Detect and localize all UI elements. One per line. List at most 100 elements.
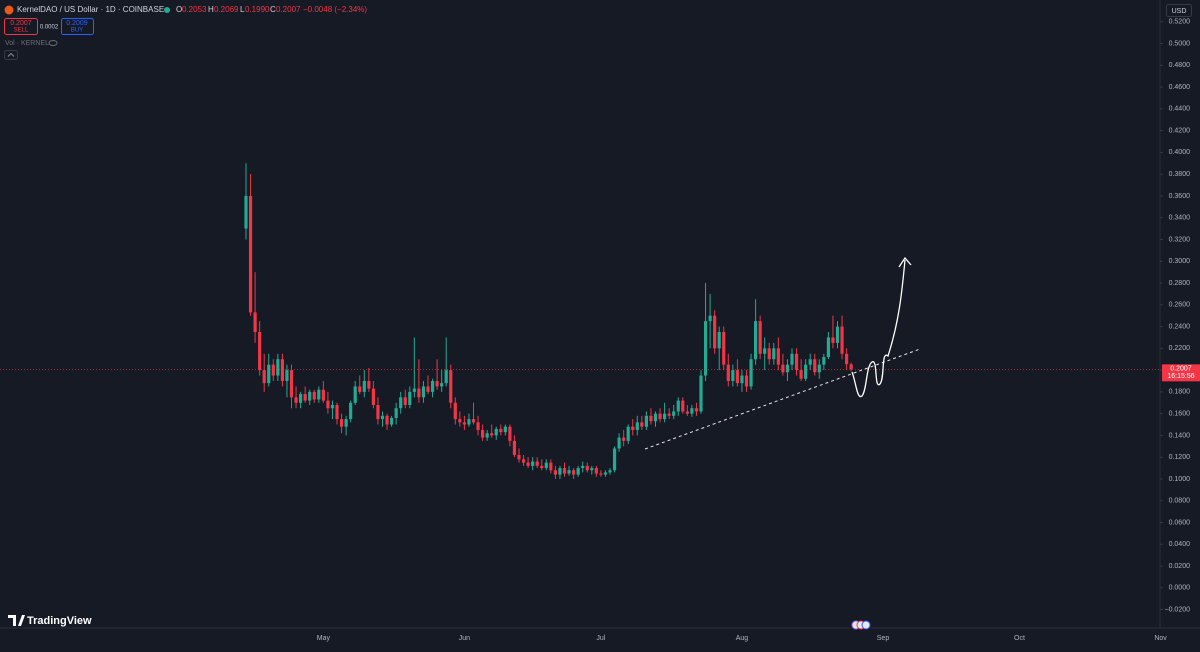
- candle-body: [799, 370, 803, 379]
- candle-body: [262, 370, 266, 384]
- candle-body: [362, 380, 366, 392]
- buy-label: BUY: [71, 28, 83, 34]
- candle-body: [258, 332, 262, 371]
- candle-body: [376, 404, 380, 420]
- candle-body: [490, 433, 494, 436]
- ohlc-label: L: [240, 5, 245, 14]
- candle-body: [467, 419, 471, 425]
- y-tick-label: 0.4000: [1169, 149, 1191, 156]
- candle-body: [435, 380, 439, 387]
- candle-body: [326, 400, 330, 409]
- arrow-head: [898, 256, 912, 268]
- candle-body: [644, 415, 648, 427]
- candle-body: [663, 413, 667, 420]
- candle-body: [726, 364, 730, 381]
- y-tick-label: 0.5200: [1169, 19, 1191, 26]
- candle-body: [826, 337, 830, 358]
- candle-body: [553, 470, 557, 475]
- y-tick-label: 0.2600: [1169, 302, 1191, 309]
- visibility-icon[interactable]: [48, 40, 58, 46]
- candle-body: [667, 413, 671, 416]
- sell-button[interactable]: [4, 18, 38, 35]
- candle-body: [317, 389, 321, 400]
- candle-body: [540, 465, 544, 469]
- ohlc-label: H: [208, 5, 214, 14]
- y-tick-label: 0.1200: [1169, 454, 1191, 461]
- candle-body: [471, 419, 476, 423]
- symbol-title: KernelDAO / US Dollar · 1D · COINBASE: [17, 5, 164, 14]
- candle-body: [558, 468, 562, 475]
- candle-body: [535, 461, 539, 466]
- candle-body: [430, 380, 435, 392]
- candle-body: [339, 419, 344, 427]
- candle-body: [835, 326, 840, 343]
- candle-body: [303, 394, 307, 401]
- buy-price: 0.2009: [66, 20, 88, 27]
- countdown: 16:15:56: [1167, 373, 1194, 380]
- currency: USD: [1172, 8, 1187, 15]
- spread: 0.0002: [40, 25, 59, 31]
- y-tick-label: 0.4400: [1169, 106, 1191, 113]
- candle-body: [508, 426, 512, 441]
- currency-button[interactable]: [1166, 4, 1192, 17]
- candle-body: [440, 383, 444, 387]
- ohlc-value: 0.2069: [214, 5, 239, 14]
- x-tick-label: Oct: [1014, 635, 1025, 642]
- candle-body: [253, 312, 257, 333]
- collapse-button[interactable]: [4, 50, 18, 60]
- candle-body: [517, 455, 521, 460]
- y-tick-label: 0.4800: [1169, 62, 1191, 69]
- x-tick-label: Sep: [877, 635, 890, 642]
- candle-body: [485, 433, 489, 438]
- candle-body: [676, 400, 680, 412]
- candle-body: [822, 357, 826, 365]
- y-tick-label: 0.3000: [1169, 258, 1191, 265]
- candle-body: [785, 364, 790, 373]
- candle-body: [349, 402, 353, 420]
- candle-body: [735, 370, 739, 384]
- candle-body: [649, 415, 653, 422]
- buy-button[interactable]: [61, 18, 94, 35]
- collapse-icon: [7, 52, 15, 57]
- candle-body: [399, 397, 403, 409]
- candle-body: [335, 404, 339, 420]
- candle-body: [371, 388, 375, 405]
- candle-body: [808, 359, 812, 365]
- candle-body: [403, 397, 407, 405]
- candle-body: [708, 315, 712, 322]
- candle-body: [412, 388, 416, 392]
- candle-body: [512, 440, 517, 456]
- event-icon[interactable]: [861, 620, 871, 630]
- y-tick-label: 0.0000: [1169, 585, 1191, 592]
- y-tick-label: 0.0200: [1169, 563, 1191, 570]
- candle-body: [845, 353, 849, 365]
- ohlc-label: C: [270, 5, 276, 14]
- x-tick-label: Jul: [596, 635, 605, 642]
- candle-body: [681, 400, 685, 412]
- candle-body: [817, 364, 821, 373]
- x-tick-label: May: [317, 635, 331, 642]
- candle-body: [585, 465, 589, 471]
- candle-body: [794, 353, 799, 371]
- candle-body: [590, 468, 594, 471]
- candle-body: [353, 386, 357, 403]
- candle-body: [831, 337, 835, 343]
- y-tick-label: 0.4600: [1169, 84, 1191, 91]
- candle-body: [494, 428, 498, 436]
- candle-body: [699, 375, 703, 412]
- candle-body: [499, 428, 503, 433]
- candle-body: [608, 470, 612, 473]
- candle-body: [717, 332, 721, 349]
- candle-body: [276, 359, 280, 376]
- candle-body: [767, 348, 771, 360]
- candle-body: [790, 353, 794, 365]
- symbol-icon: [4, 5, 14, 15]
- candle-body: [289, 370, 294, 398]
- y-tick-label: 0.5000: [1169, 40, 1191, 47]
- ohlc-value: 0.1990: [245, 5, 270, 14]
- candle-body: [612, 448, 617, 471]
- candle-body: [321, 389, 325, 401]
- candle-body: [754, 321, 758, 360]
- candle-body: [308, 391, 312, 401]
